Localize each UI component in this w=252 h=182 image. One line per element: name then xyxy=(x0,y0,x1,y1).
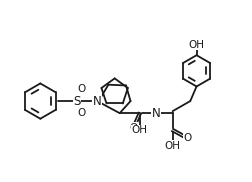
Text: OH: OH xyxy=(188,40,205,50)
Text: OH: OH xyxy=(132,125,148,135)
Text: O: O xyxy=(130,122,138,132)
Text: N: N xyxy=(152,107,161,120)
Text: O: O xyxy=(77,108,85,118)
Text: OH: OH xyxy=(165,141,181,151)
Text: N: N xyxy=(93,95,101,108)
Text: S: S xyxy=(73,95,81,108)
Text: O: O xyxy=(77,84,85,94)
Text: O: O xyxy=(184,133,192,143)
